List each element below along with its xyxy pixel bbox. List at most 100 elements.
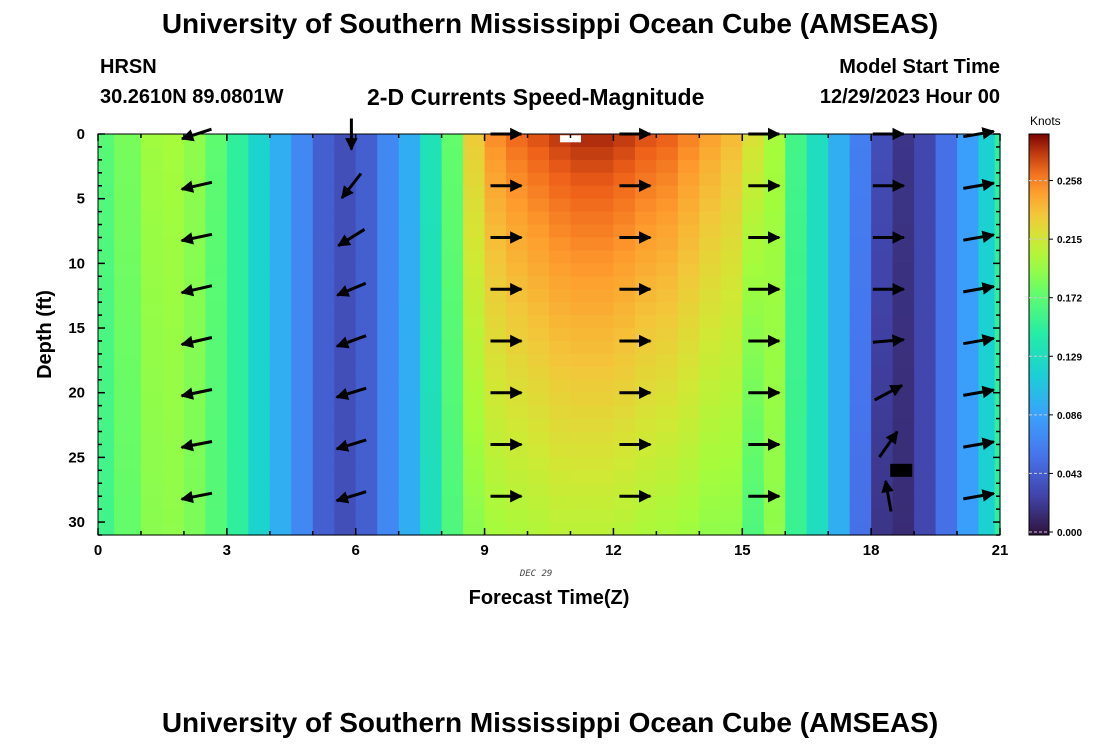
heatmap-cell: [699, 496, 722, 510]
heatmap-cell: [849, 159, 872, 174]
heatmap-cell: [935, 146, 958, 161]
heatmap-cell: [720, 211, 743, 226]
heatmap-cell: [871, 289, 894, 303]
heatmap-cell: [377, 250, 400, 264]
heatmap-cell: [248, 198, 271, 213]
heatmap-cell: [613, 405, 636, 420]
heatmap-cell: [849, 405, 872, 420]
heatmap-cell: [269, 198, 292, 213]
heatmap-cell: [248, 224, 271, 239]
heatmap-cell: [355, 250, 378, 264]
heatmap-cell: [978, 509, 996, 523]
heatmap-cell: [549, 250, 572, 264]
heatmap-cell: [613, 340, 636, 355]
heatmap-cell: [957, 237, 980, 252]
current-vector-arrow: [337, 228, 366, 247]
heatmap-cell: [806, 185, 829, 200]
heatmap-cell: [849, 211, 872, 226]
heatmap-cell: [742, 263, 765, 277]
heatmap-cell: [742, 496, 765, 510]
heatmap-cell: [484, 379, 507, 394]
heatmap-cell: [871, 457, 894, 471]
heatmap-cell: [549, 315, 572, 329]
heatmap-cell: [806, 392, 829, 407]
heatmap-cell: [377, 302, 400, 316]
heatmap-cell: [398, 522, 421, 536]
heatmap-cell: [162, 224, 185, 239]
heatmap-cell: [828, 392, 851, 407]
heatmap-cell: [763, 340, 786, 355]
heatmap-cell: [742, 250, 765, 264]
heatmap-cell: [205, 315, 228, 329]
heatmap-cell: [114, 483, 142, 497]
heatmap-cell: [484, 146, 507, 161]
heatmap-cell: [892, 522, 915, 536]
heatmap-cell: [549, 431, 572, 446]
heatmap-cell: [957, 159, 980, 174]
heatmap-cell: [441, 185, 464, 200]
heatmap-cell: [506, 496, 529, 510]
heatmap-cell: [570, 405, 593, 420]
heatmap-cell: [742, 159, 765, 174]
heatmap-cell: [914, 444, 937, 458]
heatmap-cell: [312, 483, 335, 497]
heatmap-cell: [312, 496, 335, 510]
heatmap-cell: [828, 431, 851, 446]
heatmap-cell: [291, 470, 314, 484]
heatmap-cell: [205, 522, 228, 536]
heatmap-cell: [398, 146, 421, 161]
heatmap-cell: [398, 340, 421, 355]
heatmap-cell: [634, 237, 657, 252]
heatmap-cell: [98, 392, 115, 407]
heatmap-cell: [162, 134, 185, 148]
heatmap-cell: [420, 224, 443, 239]
heatmap-cell: [785, 172, 808, 187]
current-vector-arrow: [180, 490, 213, 504]
heatmap-cell: [527, 405, 550, 420]
heatmap-cell: [484, 509, 507, 523]
heatmap-cell: [312, 172, 335, 187]
heatmap-cell: [334, 509, 357, 523]
heatmap-cell: [355, 146, 378, 161]
heatmap-cell: [205, 340, 228, 355]
heatmap-cell: [914, 211, 937, 226]
heatmap-cell: [994, 263, 1001, 277]
heatmap-cell: [994, 353, 1001, 368]
heatmap-cell: [291, 353, 314, 368]
heatmap-cell: [785, 276, 808, 290]
heatmap-cell: [441, 211, 464, 226]
heatmap-cell: [570, 172, 593, 187]
heatmap-cell: [935, 431, 958, 446]
heatmap-cell: [828, 276, 851, 290]
heatmap-cell: [140, 276, 164, 290]
heatmap-cell: [205, 353, 228, 368]
heatmap-cell: [549, 146, 572, 161]
heatmap-cell: [677, 263, 700, 277]
heatmap-cell: [656, 509, 679, 523]
heatmap-cell: [377, 276, 400, 290]
main-title: University of Southern Mississippi Ocean…: [161, 8, 939, 39]
current-vector-arrow: [336, 281, 367, 297]
heatmap-cell: [634, 509, 657, 523]
heatmap-cell: [506, 457, 529, 471]
heatmap-cell: [677, 379, 700, 394]
heatmap-cell: [377, 328, 400, 342]
heatmap-cell: [205, 457, 228, 471]
heatmap-cell: [441, 392, 464, 407]
heatmap-cell: [527, 353, 550, 368]
heatmap-cell: [269, 418, 292, 433]
heatmap-cell: [441, 405, 464, 420]
heatmap-cell: [549, 457, 572, 471]
heatmap-cell: [699, 340, 722, 355]
heatmap-cell: [248, 340, 271, 355]
heatmap-cell: [312, 250, 335, 264]
heatmap-cell: [269, 134, 292, 148]
heatmap-cell: [871, 185, 894, 200]
heatmap-cell: [269, 185, 292, 200]
heatmap-cell: [763, 302, 786, 316]
heatmap-cell: [205, 470, 228, 484]
heatmap-cell: [656, 315, 679, 329]
current-vector-arrow: [872, 334, 906, 347]
heatmap-cell: [957, 496, 980, 510]
current-vector-arrow: [963, 282, 996, 295]
